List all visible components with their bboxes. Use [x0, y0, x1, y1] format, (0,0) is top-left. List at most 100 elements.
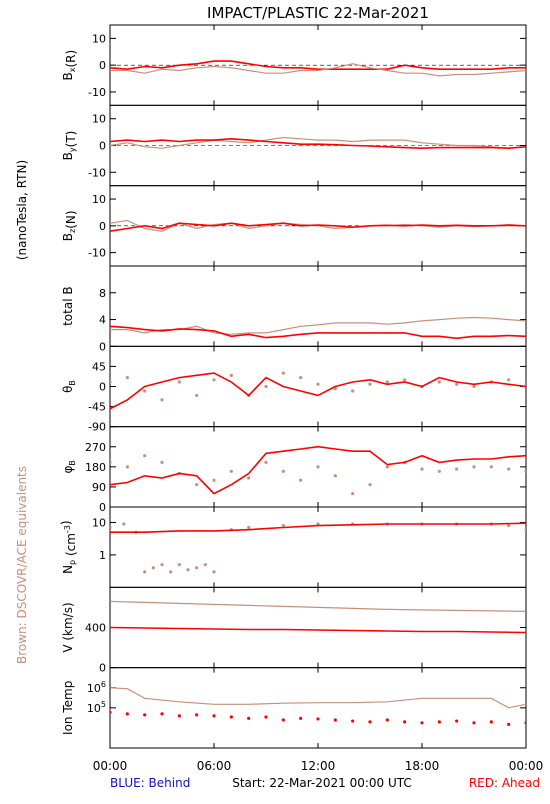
series-line-red [110, 222, 526, 232]
series-line-red [110, 522, 526, 534]
series-line-brown [110, 600, 526, 612]
series-line-red [110, 60, 526, 71]
y-tick-label: -10 [88, 86, 106, 99]
series-point-brown [143, 389, 147, 393]
y-tick-label: 0 [99, 59, 106, 72]
series-point-red [385, 718, 389, 722]
series-point-brown [229, 469, 233, 473]
series-point-brown [160, 398, 164, 402]
y-tick-label: 10 [92, 516, 106, 529]
panel-series [110, 371, 526, 410]
footer-red-label: RED: Ahead [469, 776, 540, 790]
series-line-brown [110, 63, 526, 77]
series-point-brown [437, 380, 441, 384]
y-tick-label: 1 [99, 549, 106, 562]
series-point-brown [122, 522, 126, 526]
series-line-red [110, 626, 526, 634]
series-point-red [524, 721, 526, 725]
series-point-brown [160, 460, 164, 464]
panel-frame [109, 586, 527, 669]
panel-frame [109, 667, 527, 749]
series-point-brown [281, 469, 285, 473]
series-point-brown [420, 467, 424, 471]
series-point-brown [264, 460, 268, 464]
y-tick-label: 0 [99, 501, 106, 514]
series-point-brown [316, 522, 320, 526]
series-point-brown [455, 382, 459, 386]
series-point-brown [247, 525, 251, 530]
series-point-red [368, 720, 372, 724]
series-point-brown [299, 478, 303, 482]
panel-ylabel: Ion Temp [61, 681, 75, 735]
x-tick-label: 00:00 [509, 759, 544, 773]
series-point-red [472, 721, 476, 725]
series-point-brown [333, 387, 337, 391]
panel-phi: 270 180 90 0 φB [61, 426, 527, 514]
series-point-brown [368, 483, 372, 487]
series-point-brown [143, 454, 147, 458]
series-point-red [316, 717, 320, 721]
series-point-brown [472, 384, 476, 389]
series-point-red [143, 713, 147, 717]
panel-ylabel: V (km/s) [61, 602, 75, 652]
series-line-red [110, 372, 526, 410]
series-point-red [229, 715, 233, 719]
chart-title: IMPACT/PLASTIC 22-Mar-2021 [207, 4, 429, 22]
series-point-red [403, 720, 407, 724]
series-point-brown [169, 570, 173, 574]
series-line-red [110, 137, 526, 150]
series-line-red [110, 445, 526, 495]
series-point-brown [316, 465, 320, 469]
series-point-brown [212, 570, 216, 574]
series-point-brown [195, 483, 199, 487]
series-point-brown [333, 474, 337, 478]
series-point-brown [110, 460, 112, 464]
y-tick-label: 270 [85, 441, 106, 454]
series-point-brown [351, 492, 355, 496]
panel-v: 400 0 V (km/s) [61, 586, 527, 675]
x-tick-label: 00:00 [93, 759, 128, 773]
series-point-brown [247, 476, 251, 480]
series-line-red [110, 325, 526, 340]
series-point-brown [195, 393, 199, 398]
series-point-brown [160, 563, 164, 567]
series-point-red [299, 716, 303, 720]
series-point-brown [177, 380, 181, 384]
series-point-brown [385, 380, 389, 384]
panel-temp: 106 105 Ion Temp [61, 667, 527, 749]
y-tick-label: 0 [99, 140, 106, 153]
y-tick-label: 0 [99, 662, 106, 675]
series-point-brown [195, 566, 199, 570]
y-tick-label: -10 [88, 247, 106, 260]
y-tick-label: 10 [92, 193, 106, 206]
panel-ylabel: total B [61, 286, 75, 326]
series-point-brown [489, 465, 493, 469]
series-point-brown [524, 528, 526, 532]
series-point-brown [212, 478, 216, 482]
panel-series [110, 445, 526, 496]
y-tick-label: 10 [92, 32, 106, 45]
series-point-brown [385, 465, 389, 469]
series-point-brown [368, 382, 372, 386]
panel-ylabel: φB [61, 460, 77, 473]
panel-series [110, 522, 526, 574]
series-point-brown [299, 375, 303, 380]
units-label: (nanoTesla, RTN) [15, 160, 29, 260]
series-point-red [110, 710, 112, 714]
panel-ylabel: Bz(N) [61, 210, 78, 241]
series-line-brown [110, 687, 526, 709]
panels-group: 100-10Bx(R)100-10By(T)100-10Bz(N)840tota… [59, 24, 544, 773]
series-point-red [437, 720, 441, 724]
panel-ylabel: By(T) [61, 131, 78, 161]
panel-by: 10 0 -10 By(T) [61, 104, 527, 187]
panel-series [110, 219, 526, 232]
series-point-brown [110, 380, 112, 384]
y-tick-label: 0 [99, 381, 106, 394]
footer-blue-label: BLUE: Behind [110, 776, 190, 790]
y-tick-label: 8 [99, 287, 106, 300]
series-point-red [125, 712, 129, 716]
series-point-brown [351, 389, 355, 393]
series-point-brown [143, 570, 147, 574]
y-tick-label: -90 [88, 421, 106, 434]
series-point-brown [524, 469, 526, 473]
